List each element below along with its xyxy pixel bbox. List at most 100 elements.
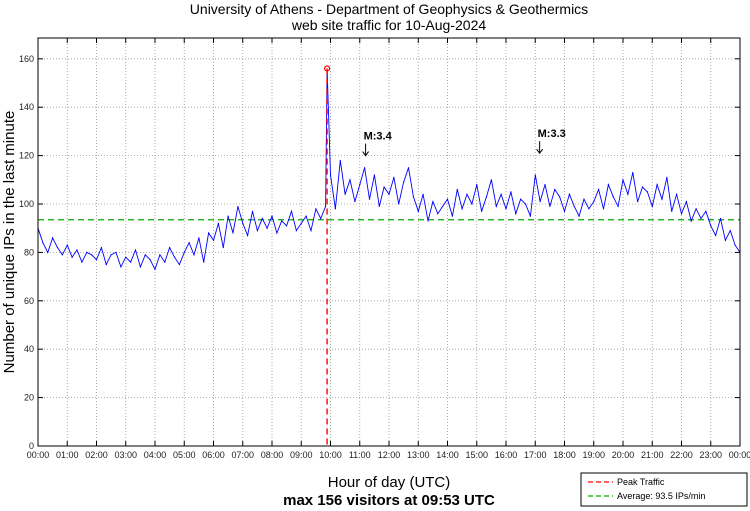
y-tick-label: 0 [29, 441, 34, 451]
data-point [676, 193, 678, 195]
x-tick-label: 20:00 [612, 450, 635, 460]
data-point [208, 232, 210, 234]
data-point [159, 254, 161, 256]
data-point [671, 210, 673, 212]
data-point [646, 191, 648, 193]
data-point [183, 251, 185, 254]
data-point [641, 186, 644, 188]
data-point [212, 239, 215, 241]
data-point [217, 222, 219, 224]
data-point [437, 213, 439, 215]
data-point [578, 215, 580, 217]
data-point [188, 242, 190, 244]
x-tick-label: 09:00 [290, 450, 313, 460]
x-tick-label: 23:00 [699, 450, 722, 460]
data-point [52, 237, 54, 239]
data-point [412, 196, 414, 198]
data-point [417, 210, 419, 212]
peak-marker [323, 65, 331, 72]
x-tick-label: 16:00 [495, 450, 518, 460]
chart-subtitle: web site traffic for 10-Aug-2024 [291, 17, 487, 33]
data-point [602, 208, 605, 210]
data-point [588, 208, 590, 210]
data-point [276, 232, 278, 234]
data-point [461, 208, 463, 210]
series-group [37, 68, 741, 271]
data-point [729, 230, 731, 232]
x-tick-label: 22:00 [670, 450, 693, 460]
data-point [422, 193, 424, 195]
data-point [442, 205, 444, 208]
data-point [232, 232, 234, 234]
data-point [378, 205, 380, 208]
data-point [286, 225, 288, 227]
data-point [261, 217, 263, 220]
data-point [446, 198, 449, 200]
data-point [169, 246, 171, 249]
data-point [500, 193, 502, 195]
data-point [680, 213, 683, 215]
data-point [66, 244, 68, 246]
data-point [481, 210, 483, 212]
data-point [544, 184, 546, 186]
data-point [685, 200, 687, 203]
data-point [164, 261, 166, 263]
data-point [651, 205, 653, 208]
y-tick-label: 160 [19, 54, 34, 64]
x-tick-label: 13:00 [407, 450, 430, 460]
plot-frame [37, 37, 741, 447]
data-point [520, 198, 522, 200]
data-point [598, 188, 600, 191]
data-point [515, 213, 517, 215]
data-point [617, 205, 619, 208]
x-tick-label: 06:00 [202, 450, 225, 460]
data-point [305, 215, 307, 217]
data-point [91, 254, 93, 256]
x-tick-label: 00:00 [729, 450, 750, 460]
data-point [290, 210, 293, 212]
data-point [56, 246, 59, 249]
data-point [700, 217, 702, 220]
data-point [130, 261, 132, 263]
data-point [193, 254, 195, 256]
x-tick-label: 03:00 [114, 450, 137, 460]
y-tick-label: 140 [19, 102, 34, 112]
max-visitors-label: max 156 visitors at 09:53 UTC [283, 492, 495, 509]
x-axis: 00:00 01:00 02:00 03:00 04:00 05:00 06:00 07:00… [27, 38, 750, 460]
y-tick-label: 120 [19, 151, 34, 161]
data-point [656, 184, 658, 186]
data-point [637, 200, 639, 203]
data-point [178, 263, 180, 266]
data-point [471, 203, 473, 205]
data-point [666, 176, 668, 178]
annotations: M:3.4 M:3.3 [362, 128, 566, 157]
data-point [719, 217, 722, 220]
data-point [690, 220, 692, 222]
data-point [627, 193, 629, 195]
y-axis: 0 20 40 60 80 100 120 140 160 [19, 54, 740, 451]
data-point [490, 179, 492, 181]
data-point [237, 205, 239, 208]
data-point [242, 222, 244, 224]
data-point [227, 215, 229, 217]
y-tick-label: 40 [24, 344, 34, 354]
data-point [315, 208, 317, 210]
annotation-label: M:3.3 [538, 128, 566, 140]
annotation-arrowhead [362, 151, 370, 157]
data-point [388, 193, 390, 195]
data-point [549, 205, 551, 208]
data-point [47, 251, 49, 254]
x-tick-label: 07:00 [231, 450, 254, 460]
data-point [554, 188, 556, 191]
legend-box [580, 472, 748, 507]
data-point [364, 167, 366, 169]
data-point [198, 237, 200, 239]
data-point [334, 208, 336, 210]
data-point [403, 181, 405, 183]
x-tick-label: 11:00 [349, 450, 371, 460]
data-point [247, 234, 249, 237]
data-point [568, 193, 570, 195]
x-axis-label: Hour of day (UTC) [328, 474, 451, 491]
data-point [607, 184, 609, 186]
data-point [612, 196, 614, 198]
